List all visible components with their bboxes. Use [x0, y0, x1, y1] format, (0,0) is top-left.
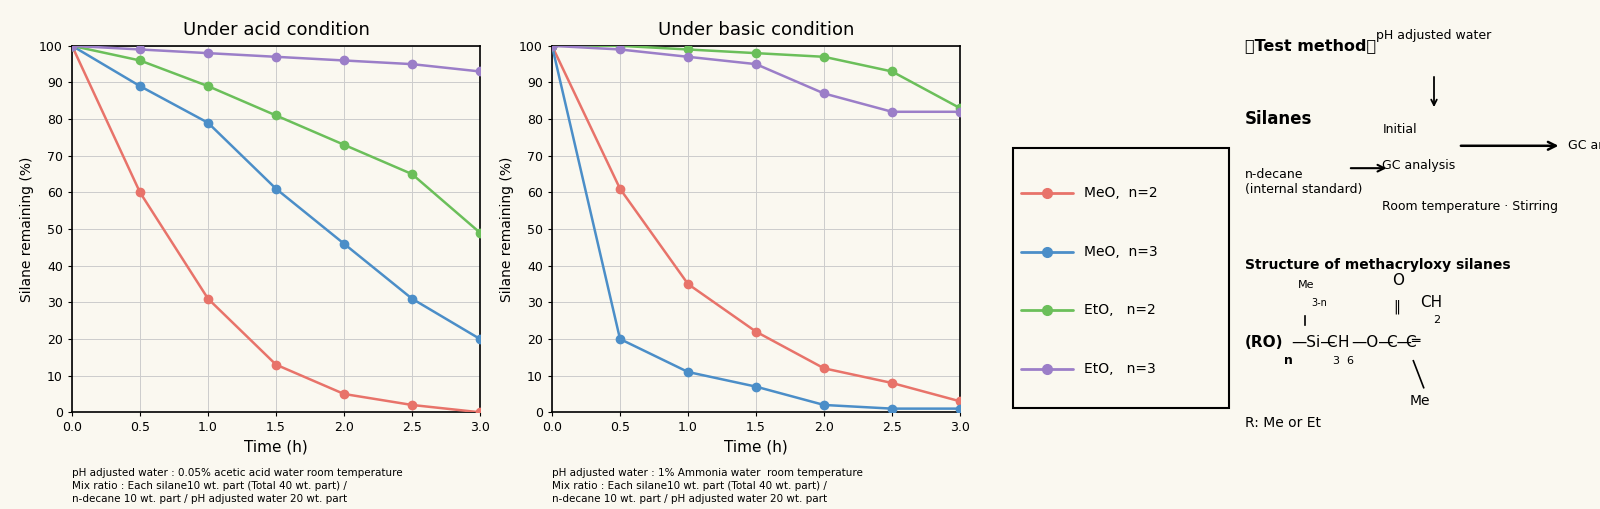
Text: —Si—: —Si— — [1291, 335, 1336, 350]
Text: Me: Me — [1410, 394, 1430, 408]
X-axis label: Time (h): Time (h) — [725, 440, 787, 455]
Text: MeO,  n=3: MeO, n=3 — [1085, 245, 1158, 259]
Text: pH adjusted water : 1% Ammonia water  room temperature
Mix ratio : Each silane10: pH adjusted water : 1% Ammonia water roo… — [552, 467, 862, 504]
Text: EtO,   n=3: EtO, n=3 — [1085, 362, 1155, 376]
Title: Under acid condition: Under acid condition — [182, 21, 370, 39]
Text: 6: 6 — [1346, 356, 1354, 366]
Text: O: O — [1392, 273, 1405, 288]
Text: ═: ═ — [1411, 333, 1419, 348]
Text: pH adjusted water : 0.05% acetic acid water room temperature
Mix ratio : Each si: pH adjusted water : 0.05% acetic acid wa… — [72, 467, 403, 504]
Title: Under basic condition: Under basic condition — [658, 21, 854, 39]
Text: Initial: Initial — [1382, 123, 1418, 136]
Text: —O—: —O— — [1352, 335, 1394, 350]
Y-axis label: Silane remaining (%): Silane remaining (%) — [499, 156, 514, 302]
Y-axis label: Silane remaining (%): Silane remaining (%) — [19, 156, 34, 302]
Text: Me: Me — [1298, 279, 1315, 290]
Text: ‖: ‖ — [1394, 300, 1400, 314]
Text: 3: 3 — [1333, 356, 1339, 366]
Text: Structure of methacryloxy silanes: Structure of methacryloxy silanes — [1245, 258, 1510, 272]
Text: MeO,  n=2: MeO, n=2 — [1085, 186, 1158, 200]
Text: 『Test method』: 『Test method』 — [1245, 38, 1376, 53]
Text: 3-n: 3-n — [1310, 298, 1326, 307]
Text: n-decane
(internal standard): n-decane (internal standard) — [1245, 168, 1362, 196]
Text: C: C — [1405, 335, 1416, 350]
Text: R: Me or Et: R: Me or Et — [1245, 416, 1322, 431]
Text: C: C — [1326, 335, 1336, 350]
Text: GC analysis: GC analysis — [1382, 159, 1456, 172]
Text: Silanes: Silanes — [1245, 110, 1312, 128]
Text: C—: C— — [1386, 335, 1411, 350]
X-axis label: Time (h): Time (h) — [245, 440, 307, 455]
Text: pH adjusted water: pH adjusted water — [1376, 30, 1491, 42]
Text: 2: 2 — [1434, 316, 1440, 325]
Text: H: H — [1338, 335, 1349, 350]
Text: n: n — [1285, 354, 1293, 367]
Text: EtO,   n=2: EtO, n=2 — [1085, 303, 1155, 318]
Text: (RO): (RO) — [1245, 335, 1283, 350]
Text: Room temperature · Stirring: Room temperature · Stirring — [1382, 200, 1558, 213]
Text: GC analysis: GC analysis — [1568, 139, 1600, 152]
Text: CH: CH — [1421, 295, 1442, 310]
